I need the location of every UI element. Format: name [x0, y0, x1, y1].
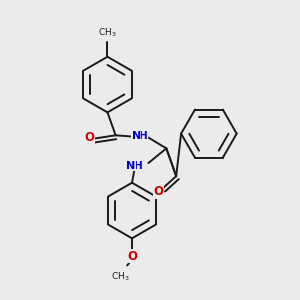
Text: N: N [126, 161, 135, 171]
Text: H: H [139, 131, 148, 141]
Text: H: H [134, 161, 143, 171]
Text: CH$_3$: CH$_3$ [111, 270, 130, 283]
Text: N: N [132, 131, 141, 141]
Text: CH$_3$: CH$_3$ [98, 26, 117, 39]
Text: O: O [85, 131, 94, 144]
Text: O: O [154, 185, 164, 198]
Text: O: O [127, 250, 137, 262]
